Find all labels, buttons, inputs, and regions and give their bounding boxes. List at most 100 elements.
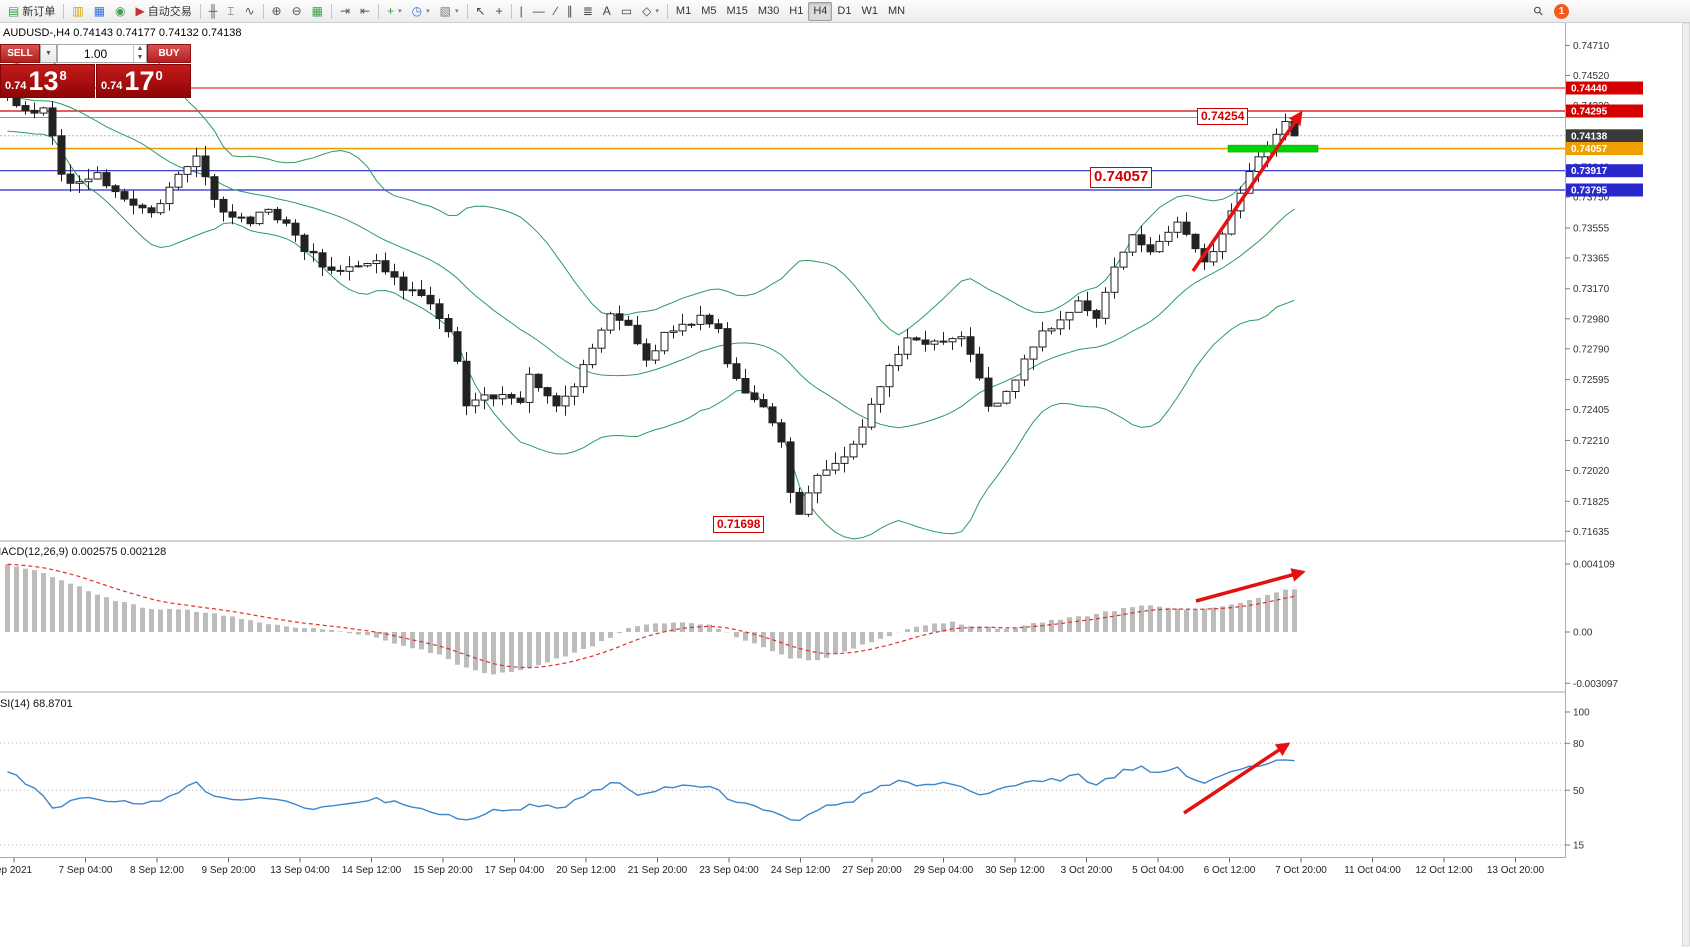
data-window-icon: ▦ <box>93 4 106 18</box>
price-annotation-71698[interactable]: 0.71698 <box>713 516 765 533</box>
big-price-row: 0.74 13 8 0.74 17 0 <box>0 64 191 98</box>
navigator-button[interactable]: ◉ <box>110 2 130 21</box>
svg-text:15: 15 <box>1573 841 1585 852</box>
market-watch-button[interactable]: ▥ <box>67 2 88 21</box>
price-axis-background[interactable] <box>1566 23 1690 858</box>
rsi-line <box>7 759 1295 822</box>
svg-text:50: 50 <box>1573 786 1585 797</box>
svg-text:17 Sep 04:00: 17 Sep 04:00 <box>485 865 545 876</box>
svg-text:7 Oct 20:00: 7 Oct 20:00 <box>1275 865 1327 876</box>
toolbar-separator <box>262 3 264 19</box>
market-watch-icon: ▥ <box>72 4 84 18</box>
tile-windows-icon: ▦ <box>311 4 323 18</box>
volume-down-icon[interactable]: ▼ <box>136 53 144 61</box>
template-dropdown[interactable]: ▧ ▾ <box>435 2 464 21</box>
tf-h1-button-label: H1 <box>789 5 804 17</box>
tf-m30-button-label: M30 <box>757 5 780 17</box>
volume-spinner: ▲ ▼ <box>133 45 146 62</box>
fibonacci-icon: ≣ <box>582 4 593 18</box>
tf-m1-button[interactable]: M1 <box>671 2 696 21</box>
svg-text:0.74520: 0.74520 <box>1573 71 1610 82</box>
volume-dropdown-icon[interactable]: ▼ <box>40 44 57 63</box>
price-annotation-74057[interactable]: 0.74057 <box>1090 167 1153 188</box>
trendline-button[interactable]: ∕ <box>550 2 562 21</box>
trend-arrows[interactable] <box>1183 110 1306 815</box>
tile-windows-button[interactable]: ▦ <box>307 2 328 21</box>
zoom-in-button[interactable]: ⊕ <box>267 2 287 21</box>
svg-text:0.73750: 0.73750 <box>1573 193 1610 204</box>
cursor-button[interactable]: ↖ <box>471 2 491 21</box>
svg-text:80: 80 <box>1573 739 1585 750</box>
svg-text:8 Sep 12:00: 8 Sep 12:00 <box>130 865 184 876</box>
svg-text:15 Sep 20:00: 15 Sep 20:00 <box>413 865 473 876</box>
trendline-icon: ∕ <box>554 4 557 18</box>
tf-h1-button[interactable]: H1 <box>784 2 808 21</box>
channel-icon: ∥ <box>566 4 573 18</box>
toolbar: ▤ 新订单 ▥ ▦ ◉ ▶ 自动交易 ╫ ⌶ ∿ ⊕ ⊖ ▦ ⇥ ⇤ + ▾ ◷ ▾ ▧ ▾ ↖ + | — ∕ ∥ ≣ A ▭ ◇ ▾ M1 M… <box>0 0 1690 23</box>
svg-text:0.73365: 0.73365 <box>1573 253 1610 264</box>
new-order-button[interactable]: ▤ 新订单 <box>3 2 60 21</box>
sell-price-base: 0.74 <box>5 80 27 92</box>
text-button[interactable]: A <box>598 2 616 21</box>
svg-text:7 Sep 04:00: 7 Sep 04:00 <box>59 865 113 876</box>
fibonacci-button[interactable]: ≣ <box>578 2 598 21</box>
autotrade-button[interactable]: ▶ 自动交易 <box>131 2 197 21</box>
svg-text:0.73795: 0.73795 <box>1571 185 1608 196</box>
vertical-line-button[interactable]: | <box>515 2 528 21</box>
svg-text:0.74295: 0.74295 <box>1571 106 1608 117</box>
profiles-dropdown[interactable]: ◷ ▾ <box>407 2 435 21</box>
volume-up-icon[interactable]: ▲ <box>136 45 144 52</box>
svg-text:0.72595: 0.72595 <box>1573 375 1610 386</box>
notifications-badge[interactable]: 1 <box>1554 3 1569 19</box>
tf-d1-button[interactable]: D1 <box>832 2 856 21</box>
sell-button[interactable]: SELL <box>0 44 40 63</box>
macd-signal-line <box>7 563 1295 669</box>
zoom-out-button[interactable]: ⊖ <box>287 2 307 21</box>
chart-shift-button[interactable]: ⇤ <box>355 2 375 21</box>
candlestick-button[interactable]: ⌶ <box>222 2 239 21</box>
sell-price-display[interactable]: 0.74 13 8 <box>0 64 95 98</box>
tf-mn-button[interactable]: MN <box>883 2 910 21</box>
tf-m15-button[interactable]: M15 <box>721 2 752 21</box>
buy-price-display[interactable]: 0.74 17 0 <box>96 64 191 98</box>
svg-text:0.72405: 0.72405 <box>1573 405 1610 416</box>
shapes-dropdown[interactable]: ◇ ▾ <box>637 2 664 21</box>
auto-scroll-button[interactable]: ⇥ <box>335 2 355 21</box>
text-icon: A <box>602 4 611 18</box>
bar-chart-button[interactable]: ╫ <box>204 2 223 21</box>
svg-text:0.74440: 0.74440 <box>1571 84 1608 95</box>
svg-text:0.74057: 0.74057 <box>1571 144 1608 155</box>
buy-button[interactable]: BUY <box>147 44 191 63</box>
price-annotation-74254[interactable]: 0.74254 <box>1197 108 1249 125</box>
crosshair-button[interactable]: + <box>491 2 508 21</box>
channel-button[interactable]: ∥ <box>562 2 578 21</box>
volume-input[interactable] <box>58 45 133 62</box>
line-chart-button[interactable]: ∿ <box>239 2 259 21</box>
autotrade-button-label: 自动交易 <box>147 6 192 18</box>
tf-h4-button-label: H4 <box>813 5 828 17</box>
svg-text:21 Sep 20:00: 21 Sep 20:00 <box>628 865 688 876</box>
data-window-button[interactable]: ▦ <box>89 2 110 21</box>
label-button[interactable]: ▭ <box>616 2 637 21</box>
svg-text:20 Sep 12:00: 20 Sep 12:00 <box>556 865 616 876</box>
buy-price-point: 0 <box>155 68 163 83</box>
chevron-down-icon: ▾ <box>455 8 459 15</box>
new-chart-icon: + <box>387 4 395 18</box>
tf-m30-button[interactable]: M30 <box>753 2 784 21</box>
sell-price-pips: 13 <box>28 66 59 96</box>
search-button[interactable]: ⚲ <box>1529 2 1548 21</box>
new-chart-dropdown[interactable]: + ▾ <box>382 2 407 21</box>
svg-text:3 Oct 20:00: 3 Oct 20:00 <box>1061 865 1113 876</box>
new-order-icon: ▤ <box>8 4 20 18</box>
vertical-scrollbar[interactable] <box>1682 22 1690 947</box>
time-axis[interactable]: ep 2021 7 Sep 04:00 8 Sep 12:00 9 Sep 20:00… <box>0 858 1545 876</box>
buy-price-pips: 17 <box>124 66 155 96</box>
tf-m5-button[interactable]: M5 <box>696 2 721 21</box>
chevron-down-icon: ▾ <box>655 8 659 15</box>
horizontal-line-button[interactable]: — <box>528 2 550 21</box>
tf-w1-button[interactable]: W1 <box>856 2 883 21</box>
tf-h4-button[interactable]: H4 <box>808 1 833 21</box>
svg-text:11 Oct 04:00: 11 Oct 04:00 <box>1344 865 1401 876</box>
